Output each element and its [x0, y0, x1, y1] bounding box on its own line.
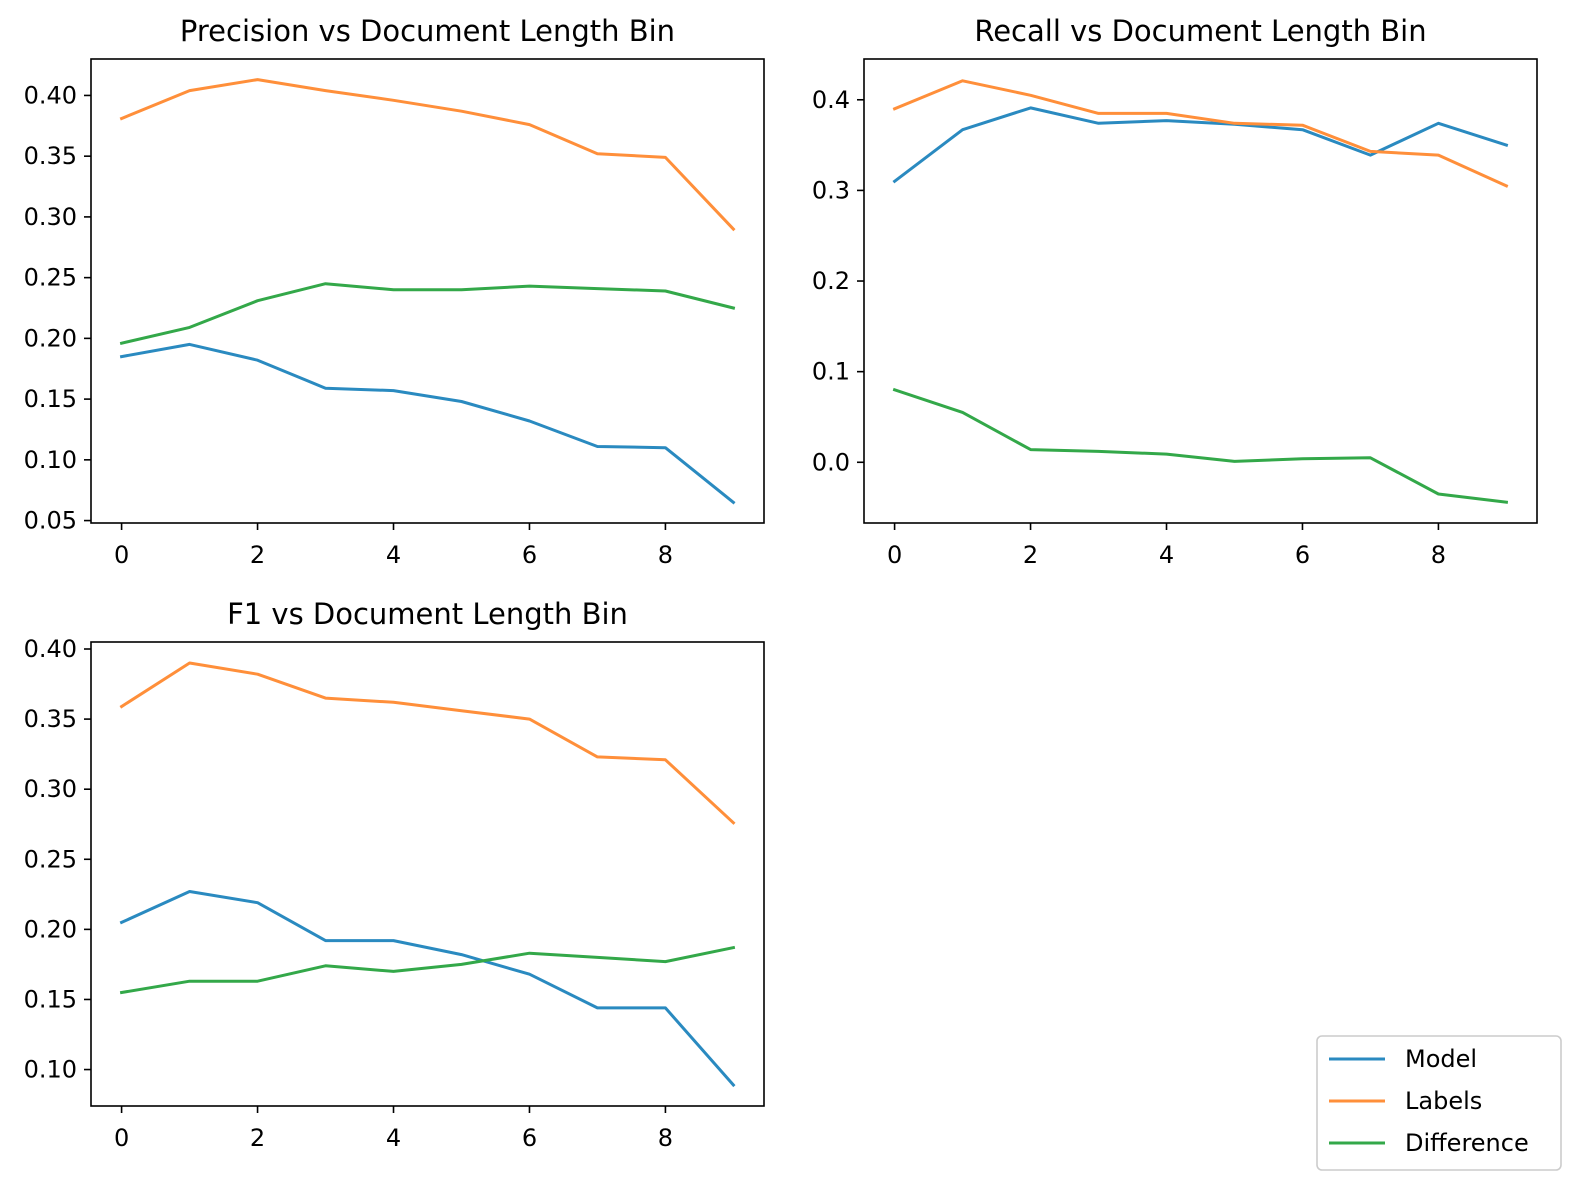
y-tick-label: 0.2: [812, 267, 850, 295]
x-tick-label: 0: [887, 541, 902, 569]
y-tick-label: 0.35: [24, 142, 77, 170]
x-tick-label: 6: [522, 541, 537, 569]
axes-frame: [90, 58, 765, 524]
x-tick-label: 2: [1023, 541, 1038, 569]
x-tick-label: 4: [1159, 541, 1174, 569]
subplot-2: F1 vs Document Length Bin 0 2 4 6 8 0.10 0.15 0.…: [24, 597, 765, 1152]
y-tick-label: 0.40: [24, 635, 77, 663]
series-line-model: [892, 106, 1509, 184]
y-tick-label: 0.35: [24, 705, 77, 733]
y-tick-label: 0.20: [24, 324, 77, 352]
x-tick-label: 2: [250, 541, 265, 569]
y-tick-label: 0.15: [24, 385, 77, 413]
x-tick-label: 4: [386, 1124, 401, 1152]
series-line-difference: [119, 945, 736, 995]
y-tick-label: 0.10: [24, 1056, 77, 1084]
y-tick-label: 0.10: [24, 446, 77, 474]
y-tick-label: 0.20: [24, 915, 77, 943]
series-line-labels: [892, 79, 1509, 188]
series-line-labels: [119, 78, 736, 232]
legend-frame: [1316, 1035, 1562, 1171]
legend-label-difference: Difference: [1405, 1129, 1529, 1157]
x-tick-label: 0: [114, 541, 129, 569]
y-tick-label: 0.15: [24, 985, 77, 1013]
y-tick-label: 0.05: [24, 507, 77, 535]
x-tick-label: 6: [1295, 541, 1310, 569]
chart-title: F1 vs Document Length Bin: [227, 597, 628, 631]
axes-frame: [90, 641, 765, 1107]
x-tick-label: 8: [658, 1124, 673, 1152]
x-tick-label: 6: [522, 1124, 537, 1152]
chart-title: Recall vs Document Length Bin: [974, 14, 1426, 48]
y-tick-label: 0.30: [24, 203, 77, 231]
x-tick-label: 8: [1431, 541, 1446, 569]
y-tick-label: 0.40: [24, 81, 77, 109]
y-tick-label: 0.25: [24, 264, 77, 292]
x-tick-label: 0: [114, 1124, 129, 1152]
axes-frame: [863, 58, 1538, 524]
subplot-0: Precision vs Document Length Bin 0 2 4 6 8 0.0…: [24, 14, 765, 569]
legend-label-labels: Labels: [1405, 1087, 1482, 1115]
y-tick-label: 0.30: [24, 775, 77, 803]
legend: Model Labels Difference: [1316, 1035, 1562, 1171]
y-tick-label: 0.25: [24, 845, 77, 873]
y-tick-label: 0.3: [812, 176, 850, 204]
series-line-model: [119, 890, 736, 1088]
series-line-difference: [119, 282, 736, 346]
y-tick-label: 0.1: [812, 358, 850, 386]
subplots: Precision vs Document Length Bin 0 2 4 6 8 0.0…: [24, 14, 1538, 1152]
y-tick-label: 0.4: [812, 86, 850, 114]
legend-label-model: Model: [1405, 1045, 1477, 1073]
series-line-labels: [119, 661, 736, 825]
y-tick-label: 0.0: [812, 448, 850, 476]
x-tick-label: 4: [386, 541, 401, 569]
subplot-1: Recall vs Document Length Bin 0 2 4 6 8 0.0 0.1…: [812, 14, 1538, 569]
series-line-model: [119, 342, 736, 505]
chart-title: Precision vs Document Length Bin: [180, 14, 675, 48]
x-tick-label: 2: [250, 1124, 265, 1152]
x-tick-label: 8: [658, 541, 673, 569]
series-line-difference: [892, 387, 1509, 504]
